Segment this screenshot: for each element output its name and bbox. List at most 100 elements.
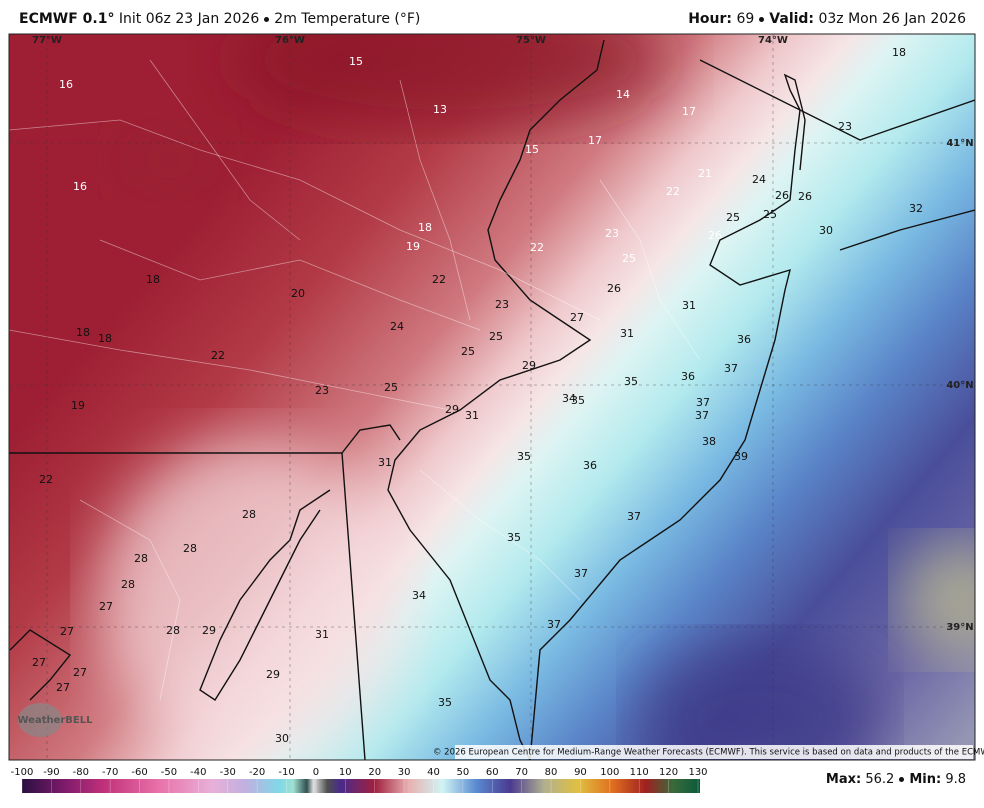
temperature-label: 35 [517, 450, 531, 463]
temperature-label: 13 [433, 103, 447, 116]
hour-label: Hour: [688, 11, 733, 27]
latitude-label: 41°N [946, 138, 973, 149]
temperature-label: 35 [624, 375, 638, 388]
colorbar-tick-label: -60 [131, 767, 147, 778]
temperature-label: 27 [60, 625, 74, 638]
temperature-label: 29 [445, 403, 459, 416]
temperature-label: 31 [378, 456, 392, 469]
temperature-label: 37 [547, 618, 561, 631]
temperature-label: 18 [892, 46, 906, 59]
colorbar-tick-label: 130 [688, 767, 707, 778]
temperature-label: 27 [99, 600, 113, 613]
temperature-label: 18 [418, 221, 432, 234]
latitude-label: 40°N [946, 380, 973, 391]
temperature-label: 23 [838, 120, 852, 133]
temperature-label: 23 [605, 227, 619, 240]
temperature-label: 27 [570, 311, 584, 324]
colorbar-tick-label: 60 [486, 767, 499, 778]
valid: 03z Mon 26 Jan 2026 [818, 11, 966, 27]
copyright: © 2026 European Centre for Medium-Range … [433, 748, 984, 758]
colorbar-tick-label: -30 [220, 767, 236, 778]
temperature-label: 37 [696, 396, 710, 409]
temperature-label: 32 [909, 202, 923, 215]
map-frame [8, 33, 976, 761]
temperature-label: 29 [202, 624, 216, 637]
temperature-label: 25 [489, 330, 503, 343]
logo-text: WeatherBELL [17, 715, 93, 726]
temperature-label: 28 [242, 508, 256, 521]
colorbar-tick-label: -50 [161, 767, 177, 778]
copyright-bg [455, 745, 973, 759]
temperature-label: 34 [412, 589, 426, 602]
temperature-label: 25 [622, 252, 636, 265]
temperature-label: 31 [682, 299, 696, 312]
borders [9, 59, 701, 701]
colorbar [22, 779, 700, 793]
separator [264, 16, 270, 22]
temperature-label: 36 [583, 459, 597, 472]
colorbar-tick-label: 70 [515, 767, 528, 778]
temperature-label: 26 [708, 229, 722, 242]
temperature-label: 39 [734, 450, 748, 463]
temperature-label: 25 [763, 208, 777, 221]
temperature-label: 36 [737, 333, 751, 346]
min-label: Min: [909, 772, 942, 787]
temperature-label: 26 [607, 282, 621, 295]
coastlines [9, 39, 975, 760]
temperature-label: 30 [275, 732, 289, 745]
colorbar-tick-label: 90 [574, 767, 587, 778]
longitude-label: 77°W [32, 35, 62, 46]
separator [759, 16, 765, 22]
model: ECMWF 0.1° [19, 11, 115, 27]
temperature-label: 29 [522, 359, 536, 372]
temperature-label: 28 [183, 542, 197, 555]
colorbar-tick-label: 0 [313, 767, 319, 778]
temperature-label: 16 [59, 78, 73, 91]
temperature-label: 35 [571, 394, 585, 407]
temperature-label: 27 [73, 666, 87, 679]
colorbar-tick-label: 100 [600, 767, 619, 778]
temperature-label: 22 [432, 273, 446, 286]
temperature-label: 31 [315, 628, 329, 641]
temperature-label: 27 [56, 681, 70, 694]
temperature-label: 23 [495, 298, 509, 311]
colorbar-tick-label: 30 [398, 767, 411, 778]
footer: Max: 56.2 Min: 9.8 [826, 772, 966, 787]
temperature-label: 34 [562, 392, 576, 405]
temperature-label: 37 [695, 409, 709, 422]
temperature-label: 28 [166, 624, 180, 637]
temperature-label: 18 [146, 273, 160, 286]
colorbar-tick-label: -20 [249, 767, 265, 778]
longitude-label: 76°W [275, 35, 305, 46]
min: 9.8 [945, 772, 966, 787]
init: Init 06z 23 Jan 2026 [118, 11, 260, 27]
colorbar-tick-label: -100 [11, 767, 34, 778]
colorbar-tick-label: 80 [545, 767, 558, 778]
temperature-label: 37 [627, 510, 641, 523]
temperature-label: 25 [384, 381, 398, 394]
max-label: Max: [825, 772, 862, 787]
temperature-label: 35 [507, 531, 521, 544]
temperature-label: 16 [73, 180, 87, 193]
valid-label: Valid: [769, 11, 815, 27]
temperature-label: 26 [775, 189, 789, 202]
temperature-label: 17 [588, 134, 602, 147]
colorbar-tick-label: 20 [368, 767, 381, 778]
temperature-label: 28 [121, 578, 135, 591]
max: 56.2 [865, 772, 895, 787]
header-right: Hour: 69 Valid: 03z Mon 26 Jan 2026 [688, 11, 966, 27]
temperature-label: 15 [349, 55, 363, 68]
hour: 69 [736, 11, 755, 27]
longitude-label: 75°W [516, 35, 546, 46]
temperature-label: 14 [616, 88, 630, 101]
field: 2m Temperature (°F) [274, 11, 421, 27]
temperature-label: 28 [134, 552, 148, 565]
colorbar-tick-label: 40 [427, 767, 440, 778]
colorbar-tick-label: 10 [339, 767, 352, 778]
temperature-label: 30 [819, 224, 833, 237]
temperature-label: 15 [525, 143, 539, 156]
temperature-label: 31 [620, 327, 634, 340]
temperature-label: 37 [574, 567, 588, 580]
latitude-label: 39°N [946, 622, 973, 633]
